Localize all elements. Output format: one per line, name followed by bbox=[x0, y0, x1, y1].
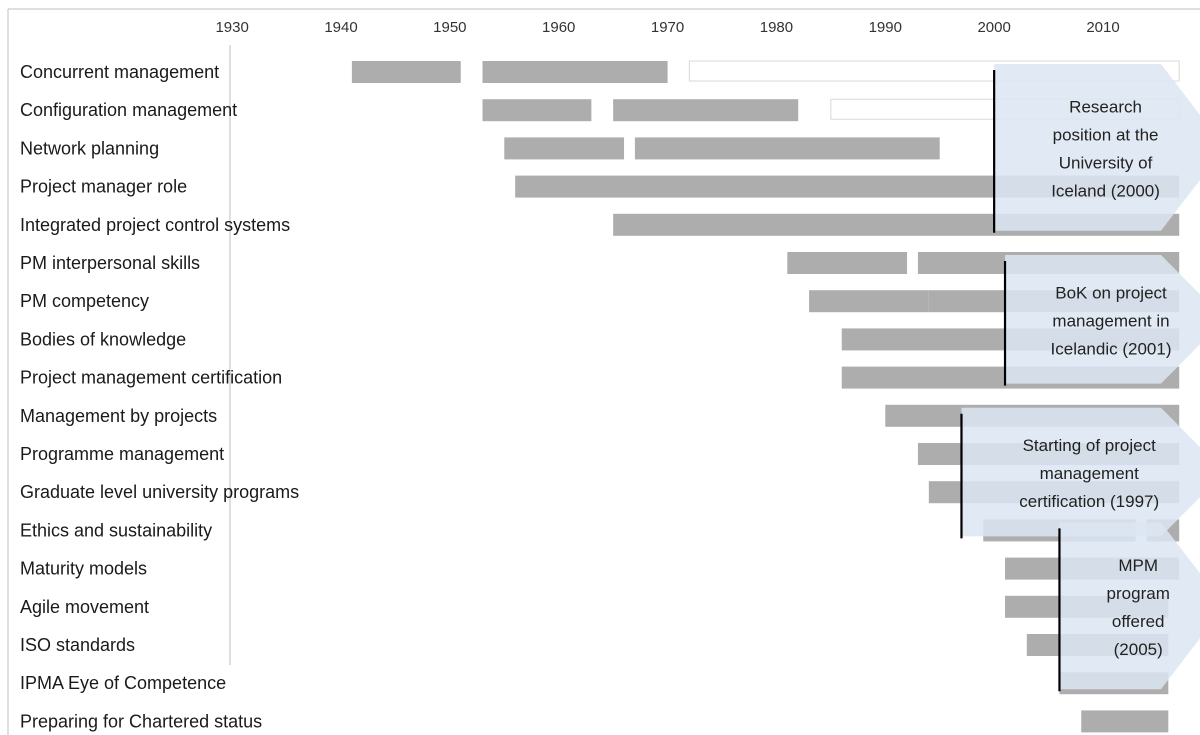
category-label: Project manager role bbox=[20, 177, 187, 197]
category-label: Ethics and sustainability bbox=[20, 520, 212, 540]
bar bbox=[787, 252, 908, 274]
category-label: Configuration management bbox=[20, 100, 237, 120]
category-label: Programme management bbox=[20, 444, 224, 464]
category-label: Management by projects bbox=[20, 406, 217, 426]
milestone-arrow bbox=[994, 64, 1200, 231]
category-label: Network planning bbox=[20, 138, 159, 158]
category-label: Agile movement bbox=[20, 597, 149, 617]
category-label: Bodies of knowledge bbox=[20, 329, 186, 349]
bar bbox=[1081, 710, 1169, 733]
category-label: IPMA Eye of Competence bbox=[20, 673, 226, 693]
milestone-arrow bbox=[1005, 255, 1200, 384]
category-label: Graduate level university programs bbox=[20, 482, 299, 502]
milestone-label: management bbox=[1040, 464, 1140, 483]
x-tick-label: 1980 bbox=[760, 19, 793, 36]
category-label: Maturity models bbox=[20, 559, 147, 579]
x-axis: 1930 1940 1950 1960 1970 1980 1990 2000 2010 bbox=[7, 8, 1200, 735]
x-tick-label: 1990 bbox=[869, 19, 902, 36]
milestone-label: management in bbox=[1052, 311, 1169, 330]
category-label: Preparing for Chartered status bbox=[20, 711, 262, 731]
category-label: Integrated project control systems bbox=[20, 215, 290, 235]
category-label: PM interpersonal skills bbox=[20, 253, 200, 273]
milestones: Research position at the University of Icel… bbox=[960, 64, 1200, 692]
x-tick-label: 1950 bbox=[433, 19, 466, 36]
category-label: Project management certification bbox=[20, 368, 282, 388]
x-tick-label: 2000 bbox=[977, 19, 1010, 36]
milestone-label: program bbox=[1107, 584, 1170, 603]
bar bbox=[634, 137, 940, 160]
bar bbox=[482, 99, 592, 122]
bar bbox=[809, 290, 929, 313]
milestone-label: position at the bbox=[1053, 125, 1159, 144]
x-tick-label: 1970 bbox=[651, 19, 684, 36]
bar bbox=[504, 137, 625, 160]
milestone-markers: Research position at the University of Icel… bbox=[960, 70, 1172, 692]
milestone-label: (2005) bbox=[1114, 640, 1163, 659]
milestone-arrow bbox=[1059, 522, 1200, 690]
milestone-label: Icelandic (2001) bbox=[1051, 339, 1172, 358]
category-label: Concurrent management bbox=[20, 62, 219, 82]
category-label: ISO standards bbox=[20, 635, 135, 655]
milestone-arrow bbox=[961, 407, 1200, 537]
bar bbox=[351, 61, 461, 83]
milestone-label: offered bbox=[1112, 612, 1165, 631]
category-label: PM competency bbox=[20, 291, 149, 311]
x-tick-label: 1940 bbox=[324, 19, 357, 36]
x-tick-label: 2010 bbox=[1086, 19, 1119, 36]
milestone-label: Starting of project bbox=[1023, 436, 1157, 455]
milestone-arrows bbox=[961, 64, 1200, 690]
milestone-label: Research bbox=[1069, 97, 1142, 116]
x-tick-label: 1960 bbox=[542, 19, 575, 36]
milestone-label: University of bbox=[1059, 153, 1153, 172]
milestone-label: certification (1997) bbox=[1019, 492, 1159, 511]
milestone-label: BoK on project bbox=[1055, 283, 1167, 302]
bar bbox=[613, 213, 722, 236]
bar bbox=[482, 61, 668, 83]
milestone-label: MPM bbox=[1118, 556, 1158, 575]
milestone-label: Iceland (2000) bbox=[1051, 181, 1160, 200]
category-labels: Concurrent management Configuration manag… bbox=[20, 62, 299, 731]
bar bbox=[613, 99, 799, 122]
x-tick-label: 1930 bbox=[215, 19, 248, 36]
